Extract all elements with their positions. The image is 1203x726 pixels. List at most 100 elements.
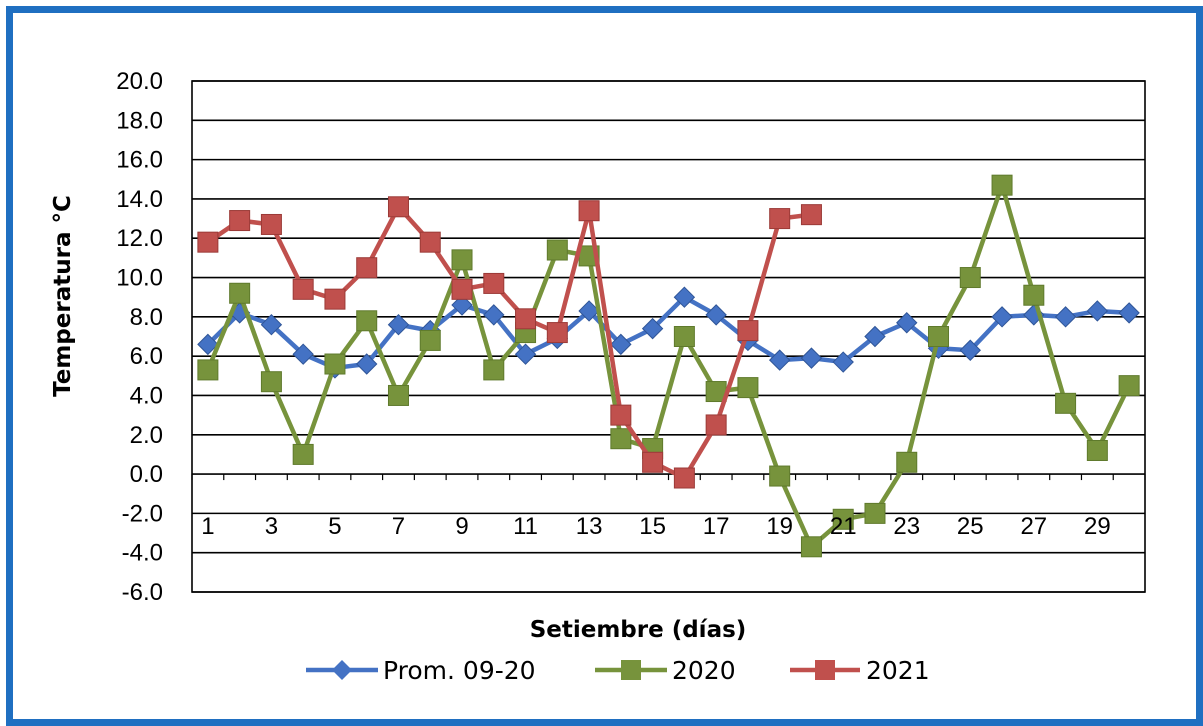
- x-tick-label: 25: [957, 513, 984, 540]
- data-point: [356, 353, 378, 375]
- series-group: [197, 174, 1140, 558]
- legend: Prom. 09-20 2020 2021: [306, 656, 930, 685]
- series-prom-09-20: [197, 286, 1140, 379]
- data-point: [197, 333, 219, 356]
- data-point: [578, 200, 600, 222]
- data-point: [324, 353, 346, 375]
- x-tick-label: 15: [639, 513, 666, 540]
- data-point: [991, 174, 1013, 196]
- y-tick-label: 6.0: [130, 343, 163, 370]
- y-tick-label: -4.0: [122, 540, 163, 567]
- data-point: [356, 257, 378, 279]
- data-point: [514, 343, 537, 365]
- y-tick-label: -6.0: [122, 579, 163, 606]
- x-tick-label: 11: [513, 513, 538, 540]
- legend-label: Prom. 09-20: [383, 656, 536, 685]
- data-point: [769, 465, 791, 487]
- data-point: [991, 306, 1013, 328]
- data-point: [229, 210, 251, 232]
- data-point: [197, 359, 219, 381]
- data-point: [959, 339, 981, 361]
- legend-label: 2021: [866, 656, 930, 685]
- legend-item: 2021: [790, 656, 930, 685]
- y-axis-ticks: 20.0 18.0 16.0 14.0 12.0 10.0 8.0 6.0 4.0 2.0 0.0 -…: [116, 68, 163, 606]
- data-point: [387, 196, 409, 218]
- data-point: [642, 451, 664, 473]
- x-tick-label: 5: [328, 513, 341, 540]
- x-tick-label: 9: [455, 513, 468, 540]
- data-point: [546, 322, 568, 344]
- data-point: [705, 304, 727, 326]
- data-point: [896, 451, 918, 473]
- data-point: [610, 428, 632, 450]
- data-point: [229, 282, 251, 304]
- data-point: [832, 508, 854, 530]
- data-point: [1118, 302, 1140, 324]
- data-point: [769, 208, 791, 230]
- x-tick-label: 21: [830, 513, 857, 540]
- y-tick-label: 20.0: [116, 68, 163, 95]
- data-point: [483, 359, 505, 381]
- data-point: [356, 310, 378, 332]
- data-point: [768, 349, 791, 371]
- x-tick-label: 19: [766, 513, 793, 540]
- data-point: [737, 320, 759, 342]
- x-tick-label: 7: [392, 513, 405, 540]
- legend-label: 2020: [672, 656, 736, 685]
- y-tick-label: 14.0: [116, 186, 163, 213]
- data-point: [451, 278, 473, 300]
- y-tick-label: 12.0: [116, 225, 163, 252]
- x-tick-label: 1: [201, 513, 214, 540]
- data-point: [800, 204, 822, 226]
- series-2021: [197, 196, 822, 489]
- data-point: [515, 308, 537, 330]
- data-point: [483, 272, 505, 294]
- data-point: [928, 326, 950, 347]
- data-point: [419, 231, 441, 253]
- data-point: [419, 329, 441, 351]
- x-tick-label: 23: [893, 513, 920, 540]
- data-point: [673, 467, 695, 489]
- x-tick-label: 29: [1084, 513, 1111, 540]
- x-tick-label: 27: [1020, 513, 1047, 540]
- data-point: [197, 231, 219, 253]
- data-point: [737, 377, 759, 399]
- data-point: [1054, 306, 1077, 328]
- data-point: [578, 300, 600, 322]
- data-point: [959, 267, 981, 289]
- data-point: [705, 414, 727, 436]
- data-point: [610, 333, 632, 356]
- data-point: [292, 278, 314, 300]
- data-point: [260, 213, 282, 235]
- data-point: [800, 536, 822, 558]
- data-point: [546, 239, 568, 261]
- y-tick-label: 16.0: [116, 147, 163, 174]
- data-point: [260, 314, 283, 336]
- legend-marker: [621, 660, 641, 680]
- x-tick-label: 17: [703, 513, 730, 540]
- y-tick-label: 18.0: [116, 107, 163, 134]
- data-point: [451, 249, 473, 271]
- data-point: [864, 325, 886, 348]
- x-tick-label: 3: [265, 513, 278, 540]
- y-axis-title: Temperatura °C: [50, 195, 76, 397]
- data-point: [451, 294, 473, 316]
- x-axis-title: Setiembre (días): [530, 617, 747, 643]
- y-tick-label: 8.0: [130, 304, 163, 331]
- data-point: [673, 286, 696, 308]
- data-point: [673, 326, 695, 347]
- data-point: [260, 371, 282, 393]
- y-tick-label: 10.0: [116, 265, 163, 292]
- x-tick-label: 13: [576, 513, 603, 540]
- series-2020: [197, 174, 1140, 558]
- series-line: [206, 294, 1130, 371]
- data-point: [292, 443, 314, 465]
- legend-marker: [815, 660, 835, 680]
- data-point: [1086, 300, 1109, 322]
- legend-item: Prom. 09-20: [306, 656, 536, 685]
- series-line: [206, 204, 812, 481]
- data-point: [641, 317, 664, 340]
- data-point: [387, 314, 410, 336]
- data-point: [610, 404, 632, 426]
